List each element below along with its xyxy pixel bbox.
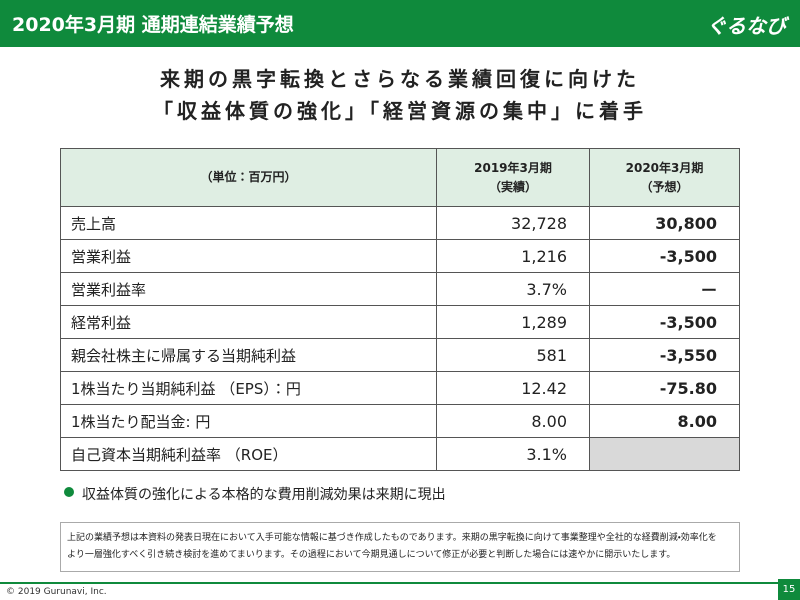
cell-value: 30,800 <box>589 206 740 240</box>
cell-value: 3.7% <box>436 272 590 306</box>
cell-value: 1,289 <box>436 305 590 339</box>
row-label: 経常利益 <box>60 305 437 339</box>
header-line: （単位：百万円） <box>200 170 297 184</box>
row-label: 売上高 <box>60 206 437 240</box>
header-line: （予想） <box>640 179 689 194</box>
table-row: 営業利益率 3.7% ー <box>60 272 740 306</box>
table-row: 1株当たり当期純利益 （EPS）：円 12.42 -75.80 <box>60 371 740 405</box>
cell-value: 1,216 <box>436 239 590 273</box>
table-row: 経常利益 1,289 -3,500 <box>60 305 740 339</box>
footer-line <box>0 582 778 584</box>
headline: 「収益体質の強化」「経営資源の集中」に着手 <box>153 99 647 123</box>
table-row: 1株当たり配当金: 円 8.00 8.00 <box>60 404 740 438</box>
cell-value: 581 <box>436 338 590 372</box>
row-label: 営業利益 <box>60 239 437 273</box>
row-label: 1株当たり当期純利益 （EPS）：円 <box>60 371 437 405</box>
row-label: 1株当たり配当金: 円 <box>60 404 437 438</box>
table-row: 営業利益 1,216 -3,500 <box>60 239 740 273</box>
column-header: （単位：百万円） <box>60 148 437 207</box>
table-row: 売上高 32,728 30,800 <box>60 206 740 240</box>
cell-value: -3,500 <box>589 239 740 273</box>
note-line: より一層強化すべく引き続き検討を進めてまいります。その過程において今期見通しにつ… <box>67 550 676 560</box>
note: 上記の業績予想は本資料の発表日現在において入手可能な情報に基づき作成したものであ… <box>60 522 740 572</box>
header-line: 2019年3月期 <box>474 160 552 175</box>
page-number: 15 <box>778 579 800 600</box>
table-row: 親会社株主に帰属する当期純利益 581 -3,550 <box>60 338 740 372</box>
header-line: （実績） <box>488 179 537 194</box>
cell-value: 32,728 <box>436 206 590 240</box>
results-table: （単位：百万円） 2019年3月期 （実績） 2020年3月期 （予想） 売上高 32,72… <box>60 148 740 471</box>
row-label: 自己資本当期純利益率 （ROE） <box>60 437 437 471</box>
cell-value: 3.1% <box>436 437 590 471</box>
cell-value: 12.42 <box>436 371 590 405</box>
header-bar <box>0 0 800 47</box>
cell-value: -75.80 <box>589 371 740 405</box>
cell-value: ー <box>589 272 740 306</box>
header-title: 2020年3月期 通期連結業績予想 <box>12 14 294 36</box>
bullet-dot <box>64 487 74 497</box>
column-header: 2020年3月期 （予想） <box>589 148 740 207</box>
header-line: 2020年3月期 <box>625 160 704 175</box>
cell-value: 8.00 <box>436 404 590 438</box>
cell-value: -3,550 <box>589 338 740 372</box>
note-line: 上記の業績予想は本資料の発表日現在において入手可能な情報に基づき作成したものであ… <box>67 533 717 543</box>
row-label: 親会社株主に帰属する当期純利益 <box>60 338 437 372</box>
column-header: 2019年3月期 （実績） <box>436 148 590 207</box>
headline: 来期の黒字転換とさらなる業績回復に向けた <box>160 67 640 91</box>
empty-cell <box>589 437 740 471</box>
row-label: 営業利益率 <box>60 272 437 306</box>
cell-value: -3,500 <box>589 305 740 339</box>
cell-value: 8.00 <box>589 404 740 438</box>
bullet-text: 収益体質の強化による本格的な費用削減効果は来期に現出 <box>82 487 446 503</box>
table-row: 自己資本当期純利益率 （ROE） 3.1% <box>60 437 740 471</box>
logo: ぐるなび <box>706 14 786 38</box>
copyright: © 2019 Gurunavi, Inc. <box>6 587 107 597</box>
